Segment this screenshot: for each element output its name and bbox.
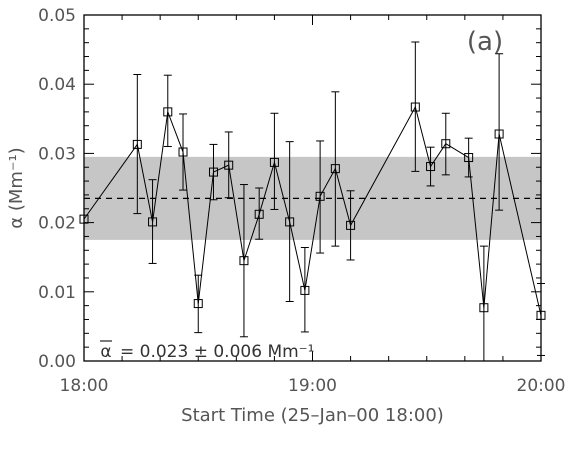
data-point [239, 256, 249, 266]
data-point [410, 102, 420, 112]
data-layer [79, 41, 546, 362]
data-point [426, 162, 436, 172]
data-point [441, 139, 451, 149]
y-tick-label: 0.04 [38, 75, 76, 95]
y-tick-label: 0.01 [38, 283, 76, 303]
axes-layer: 0.00 0.01 0.02 0.03 0.04 0.05 18:00 19:00 20:00 [38, 6, 565, 396]
y-tick-label: 0.03 [38, 144, 76, 164]
data-point [315, 191, 325, 201]
y-tick-label: 0.00 [38, 352, 76, 372]
data-point [148, 217, 158, 227]
y-axis-title: α (Mm⁻¹) [6, 147, 27, 228]
x-tick-label: 19:00 [288, 376, 337, 396]
sigma-band-layer [84, 156, 541, 240]
data-point [330, 164, 340, 174]
y-tick-label: 0.05 [38, 6, 76, 26]
text-layer: (a) Start Time (25–Jan–00 18:00) α (Mm⁻¹… [6, 27, 503, 426]
mean-symbol: α [100, 342, 111, 362]
x-axis-title: Start Time (25–Jan–00 18:00) [181, 405, 444, 426]
x-tick-label: 20:00 [517, 376, 566, 396]
data-point [132, 139, 142, 149]
data-point [193, 299, 203, 309]
data-point [300, 285, 310, 295]
data-point [479, 303, 489, 313]
mean-annotation: = 0.023 ± 0.006 Mm⁻¹ [120, 342, 314, 362]
data-point [254, 209, 264, 219]
data-point [224, 160, 234, 170]
data-point [494, 129, 504, 139]
y-tick-label: 0.02 [38, 214, 76, 234]
data-point [178, 147, 188, 157]
data-point [464, 153, 474, 163]
data-point [208, 167, 218, 177]
data-point [163, 107, 173, 117]
data-point [269, 157, 279, 167]
data-point [285, 217, 295, 227]
data-point [346, 220, 356, 230]
sigma-band [84, 156, 541, 240]
x-tick-label: 18:00 [60, 376, 109, 396]
panel-label: (a) [467, 27, 503, 57]
